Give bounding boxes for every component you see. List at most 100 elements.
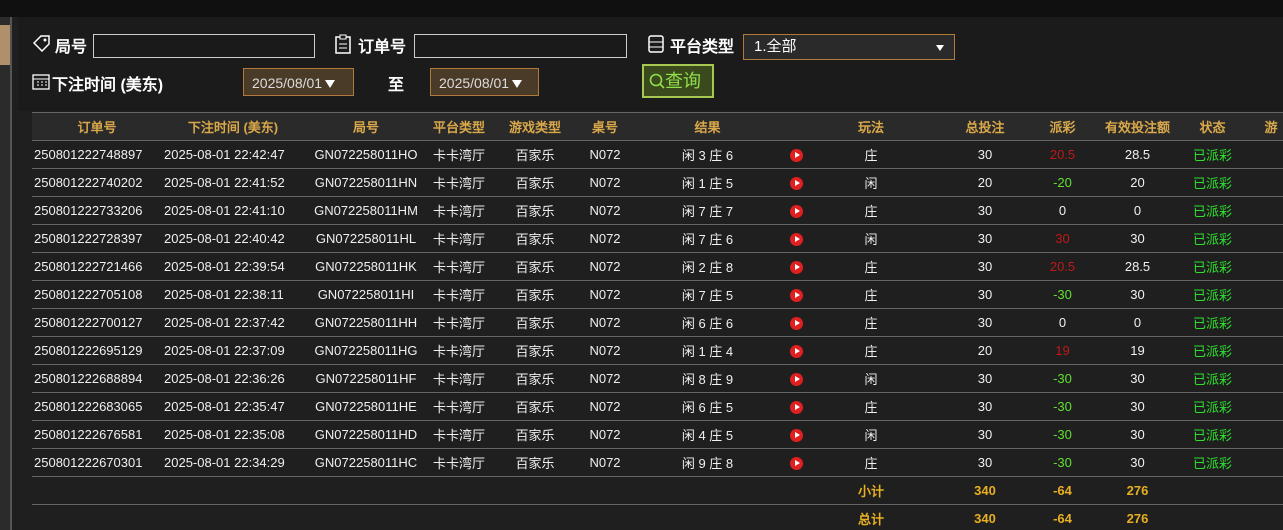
table-cell: 卡卡湾厅 xyxy=(428,168,490,197)
table-cell: N072 xyxy=(580,280,630,309)
table-cell xyxy=(785,504,807,530)
table-row: 250801222683065 2025-08-01 22:35:47 GN0722… xyxy=(32,392,1283,421)
platform-select[interactable]: 1.全部 xyxy=(743,34,955,60)
table-cell: 20 xyxy=(935,336,1035,365)
table-cell: 2025-08-01 22:36:26 xyxy=(162,364,304,393)
bet-table: 订单号 下注时间 (美东) 局号 平台类型 游戏类型 桌号 结果 玩法 总投注 派彩 有效投注额 状态… xyxy=(32,112,1283,530)
table-cell: 30 xyxy=(1090,224,1185,253)
table-cell xyxy=(1185,476,1240,505)
dropdown-arrow xyxy=(325,80,336,89)
header-cell: 总投注 xyxy=(935,112,1035,141)
table-cell: 百家乐 xyxy=(490,252,580,281)
table-cell: GN072258011HO xyxy=(304,140,428,169)
table-cell: 百家乐 xyxy=(490,196,580,225)
table-cell: 20.5 xyxy=(1035,140,1090,169)
table-cell: 百家乐 xyxy=(490,224,580,253)
table-cell: 庄 xyxy=(807,252,935,281)
order-input[interactable] xyxy=(414,34,627,58)
table-row: 250801222721466 2025-08-01 22:39:54 GN0722… xyxy=(32,252,1283,281)
clipboard-icon xyxy=(335,34,351,54)
table-row: 250801222670301 2025-08-01 22:34:29 GN0722… xyxy=(32,448,1283,477)
table-cell: 闲 8 庄 9 xyxy=(630,364,785,393)
header-cell: 有效投注额 xyxy=(1090,112,1185,141)
date-from[interactable]: 2025/08/01 xyxy=(243,68,354,96)
table-cell: 已派彩 xyxy=(1185,168,1240,197)
table-cell: 28.5 xyxy=(1090,140,1185,169)
table-cell xyxy=(1240,476,1283,505)
table-cell: 卡卡湾厅 xyxy=(428,196,490,225)
table-cell: 30 xyxy=(935,364,1035,393)
table-cell: 卡卡湾厅 xyxy=(428,224,490,253)
table-row: 250801222733206 2025-08-01 22:41:10 GN0722… xyxy=(32,196,1283,225)
query-text: 查询 xyxy=(665,71,701,91)
table-cell: 2025-08-01 22:35:08 xyxy=(162,420,304,449)
table-cell xyxy=(304,504,428,530)
icon-cell xyxy=(785,308,807,337)
table-cell: 闲 xyxy=(807,364,935,393)
platform-label: 平台类型 xyxy=(670,39,735,56)
table-cell: 30 xyxy=(935,392,1035,421)
play-icon xyxy=(789,149,803,163)
subtotal-payout: -64 xyxy=(1035,476,1090,505)
query-button[interactable]: 查询 xyxy=(642,64,714,98)
table-cell: N072 xyxy=(580,420,630,449)
table-cell xyxy=(1240,448,1283,477)
table-cell xyxy=(32,504,162,530)
icon-cell xyxy=(785,420,807,449)
header-cell xyxy=(785,112,807,141)
table-cell: -30 xyxy=(1035,448,1090,477)
table-cell xyxy=(1240,308,1283,337)
table-cell: 庄 xyxy=(807,140,935,169)
table-cell: 百家乐 xyxy=(490,140,580,169)
table-cell xyxy=(1185,504,1240,530)
header-cell: 平台类型 xyxy=(428,112,490,141)
subtotal-label: 小计 xyxy=(807,476,935,505)
table-cell xyxy=(490,476,580,505)
header-row: 订单号 下注时间 (美东) 局号 平台类型 游戏类型 桌号 结果 玩法 总投注 派彩 有效投注额 状态… xyxy=(32,112,1283,141)
time-label: 下注时间 (美东) xyxy=(52,77,164,94)
calendar-icon xyxy=(32,74,50,90)
play-icon xyxy=(789,429,803,443)
table-cell: 卡卡湾厅 xyxy=(428,140,490,169)
table-cell: 2025-08-01 22:40:42 xyxy=(162,224,304,253)
table-cell: N072 xyxy=(580,392,630,421)
round-label: 局号 xyxy=(55,39,88,56)
table-row: 250801222728397 2025-08-01 22:40:42 GN0722… xyxy=(32,224,1283,253)
top-bar xyxy=(0,0,1283,17)
table-cell xyxy=(32,476,162,505)
table-cell: 30 xyxy=(1090,280,1185,309)
table-cell xyxy=(1240,168,1283,197)
table-cell: N072 xyxy=(580,448,630,477)
play-icon xyxy=(789,177,803,191)
round-input[interactable] xyxy=(93,34,315,58)
table-cell: 卡卡湾厅 xyxy=(428,364,490,393)
table-cell xyxy=(630,504,785,530)
table-cell xyxy=(162,504,304,530)
table-cell xyxy=(428,476,490,505)
table-cell: 2025-08-01 22:42:47 xyxy=(162,140,304,169)
table-row: 250801222688894 2025-08-01 22:36:26 GN0722… xyxy=(32,364,1283,393)
table-cell: 30 xyxy=(935,224,1035,253)
table-cell: 已派彩 xyxy=(1185,364,1240,393)
table-cell: 百家乐 xyxy=(490,392,580,421)
table-cell: 20 xyxy=(935,168,1035,197)
table-cell: -30 xyxy=(1035,392,1090,421)
play-icon xyxy=(789,401,803,415)
table-cell: 闲 xyxy=(807,224,935,253)
play-icon xyxy=(789,457,803,471)
table-cell: N072 xyxy=(580,168,630,197)
table-cell xyxy=(490,504,580,530)
table-cell: GN072258011HF xyxy=(304,364,428,393)
table-cell xyxy=(580,504,630,530)
table-cell: 闲 2 庄 8 xyxy=(630,252,785,281)
table-cell: 百家乐 xyxy=(490,448,580,477)
table-cell: 已派彩 xyxy=(1185,140,1240,169)
table-cell: 250801222695129 xyxy=(32,336,162,365)
table-cell: GN072258011HG xyxy=(304,336,428,365)
table-cell: 百家乐 xyxy=(490,336,580,365)
table-cell: 闲 7 庄 5 xyxy=(630,280,785,309)
date-to[interactable]: 2025/08/01 xyxy=(430,68,539,96)
table-cell: 已派彩 xyxy=(1185,224,1240,253)
table-cell: 百家乐 xyxy=(490,280,580,309)
